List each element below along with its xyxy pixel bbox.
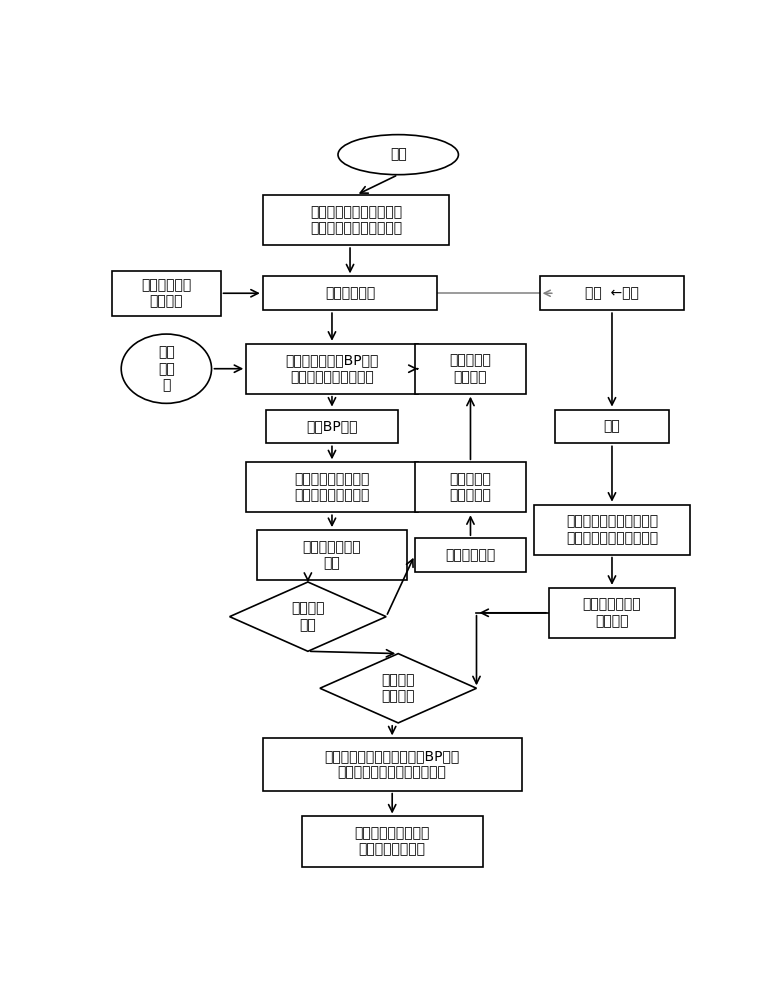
FancyBboxPatch shape	[263, 195, 449, 245]
FancyBboxPatch shape	[555, 410, 669, 443]
Text: 种群: 种群	[604, 419, 620, 433]
Text: 样本
数据
库: 样本 数据 库	[158, 346, 175, 392]
Polygon shape	[320, 654, 476, 723]
FancyBboxPatch shape	[415, 538, 526, 572]
Polygon shape	[230, 582, 386, 651]
FancyBboxPatch shape	[246, 462, 418, 512]
FancyBboxPatch shape	[415, 344, 526, 394]
Text: 训练BP网络: 训练BP网络	[306, 419, 357, 433]
FancyBboxPatch shape	[246, 344, 418, 394]
Text: 计算隐含层及输出层
各节点的输入、输出: 计算隐含层及输出层 各节点的输入、输出	[294, 472, 370, 502]
FancyBboxPatch shape	[540, 276, 685, 310]
FancyBboxPatch shape	[549, 588, 675, 638]
FancyBboxPatch shape	[256, 530, 407, 580]
Ellipse shape	[121, 334, 211, 403]
Text: 选取编码方式
进行编码: 选取编码方式 进行编码	[141, 278, 191, 308]
Text: 误差是否
符合要求: 误差是否 符合要求	[382, 673, 415, 703]
FancyBboxPatch shape	[263, 276, 437, 310]
FancyBboxPatch shape	[112, 271, 221, 316]
Text: 获得初始种群: 获得初始种群	[325, 286, 375, 300]
Ellipse shape	[338, 135, 458, 175]
Text: 利用训练好的模型对
冲击地压进行预测: 利用训练好的模型对 冲击地压进行预测	[354, 826, 430, 857]
Text: 误差反向传播: 误差反向传播	[445, 548, 496, 562]
Text: 种群  ←种群: 种群 ←种群	[585, 286, 639, 300]
Text: 计算网络结构的
误差: 计算网络结构的 误差	[303, 540, 361, 570]
Text: 复制、交叉和变异，优胜
劣汰法对染色体进行选择: 复制、交叉和变异，优胜 劣汰法对染色体进行选择	[566, 515, 658, 545]
Text: 对初始种群进行BP神经
网络模型训练获得参数: 对初始种群进行BP神经 网络模型训练获得参数	[285, 354, 378, 384]
Text: 计算各染色体适
应度函数: 计算各染色体适 应度函数	[583, 598, 641, 628]
FancyBboxPatch shape	[415, 462, 526, 512]
FancyBboxPatch shape	[301, 816, 483, 867]
FancyBboxPatch shape	[535, 505, 690, 555]
Text: 开始: 开始	[390, 148, 406, 162]
FancyBboxPatch shape	[263, 738, 521, 791]
Text: 采集矿体倾角、构造等相
关数据，获得初始染色体: 采集矿体倾角、构造等相 关数据，获得初始染色体	[310, 205, 402, 235]
Text: 初始化层层
连接权重: 初始化层层 连接权重	[450, 354, 491, 384]
FancyBboxPatch shape	[266, 410, 399, 443]
Text: 误差是否
稳定: 误差是否 稳定	[291, 602, 325, 632]
Text: 获得最优隐含层节点数目和BP神经
网络模型参数及层层连接权重: 获得最优隐含层节点数目和BP神经 网络模型参数及层层连接权重	[325, 749, 460, 780]
Text: 修正层层之
间连接权重: 修正层层之 间连接权重	[450, 472, 491, 502]
